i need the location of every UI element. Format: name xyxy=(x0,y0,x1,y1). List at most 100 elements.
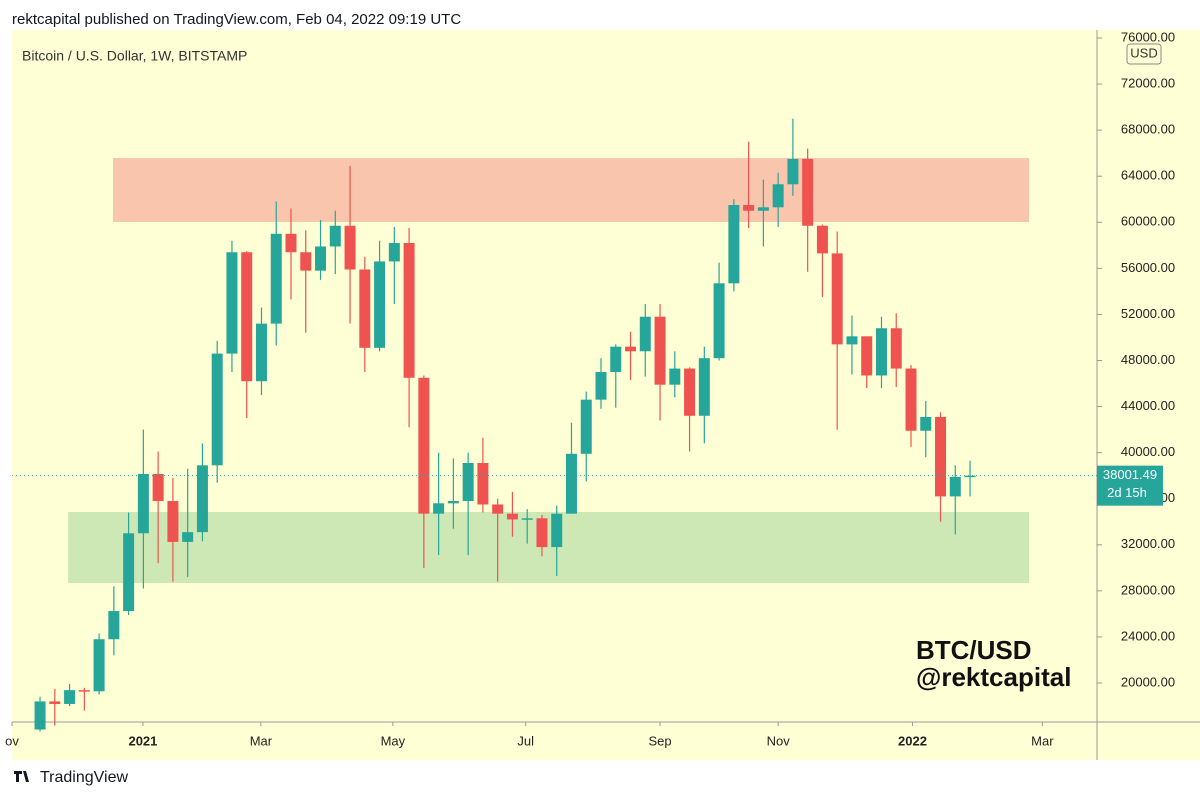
y-tick-label: 48000.00 xyxy=(1121,352,1175,367)
candle-body xyxy=(772,184,784,208)
candle-body xyxy=(49,701,61,704)
candle-body xyxy=(831,253,843,345)
candle-body xyxy=(285,233,297,253)
y-tick-label: 28000.00 xyxy=(1121,582,1175,597)
candle-body xyxy=(521,518,533,520)
header: rektcapital published on TradingView.com… xyxy=(12,11,461,28)
x-tick-label: May xyxy=(381,733,406,748)
candle-body xyxy=(639,316,651,352)
last-price-label: 38001.49 xyxy=(1103,467,1157,482)
candle-body xyxy=(580,399,592,454)
x-tick-label: Jul xyxy=(517,733,534,748)
candle-body xyxy=(610,346,622,373)
candle-body xyxy=(255,323,267,382)
candle-body xyxy=(684,368,696,416)
candle-body xyxy=(329,225,341,247)
candle-body xyxy=(241,252,253,382)
candle-body xyxy=(890,328,902,369)
candle-body xyxy=(300,252,312,271)
x-tick-label: Sep xyxy=(648,733,671,748)
candle-body xyxy=(152,473,164,502)
y-tick-label: 40000.00 xyxy=(1121,444,1175,459)
candle-body xyxy=(78,690,90,692)
x-tick-label: 2021 xyxy=(128,733,157,748)
countdown: 2d 15h xyxy=(1107,485,1147,500)
candle-body xyxy=(477,463,489,505)
y-tick-label: 60000.00 xyxy=(1121,214,1175,229)
candle-body xyxy=(182,532,194,542)
y-tick-label: 32000.00 xyxy=(1121,536,1175,551)
candle-body xyxy=(123,533,135,612)
candle-body xyxy=(920,416,932,431)
y-tick-label: 72000.00 xyxy=(1121,76,1175,91)
candle-body xyxy=(787,158,799,185)
logo xyxy=(14,771,29,782)
candle-body xyxy=(344,225,356,270)
y-tick-label: 76000.00 xyxy=(1121,29,1175,44)
candle-body xyxy=(506,513,518,520)
candle-body xyxy=(315,246,327,271)
candle-body xyxy=(196,465,208,533)
candle-body xyxy=(654,316,666,385)
candle-body xyxy=(757,207,769,211)
y-tick-label: 68000.00 xyxy=(1121,122,1175,137)
candle-body xyxy=(905,368,917,431)
candle-body xyxy=(359,269,371,348)
zone xyxy=(68,512,1030,584)
candle-body xyxy=(625,346,637,352)
candle-body xyxy=(418,377,430,514)
candle-body xyxy=(551,513,563,548)
currency: USD xyxy=(1130,45,1157,60)
candle-body xyxy=(949,476,961,497)
candle-body xyxy=(108,611,120,640)
y-tick-label: 56000.00 xyxy=(1121,260,1175,275)
candle-body xyxy=(964,475,976,478)
x-tick-label: Mar xyxy=(250,733,273,748)
candle-body xyxy=(492,504,504,514)
candle-body xyxy=(743,205,755,211)
candle-body xyxy=(64,690,76,704)
x-tick-label: 2022 xyxy=(898,733,927,748)
x-tick-label: Nov xyxy=(767,733,791,748)
candle-body xyxy=(462,463,474,502)
candle-body xyxy=(536,518,548,548)
candle-body xyxy=(728,205,740,284)
x-tick-label: Mar xyxy=(1031,733,1054,748)
annotation: BTC/USD xyxy=(916,635,1032,665)
candle-body xyxy=(875,328,887,376)
y-tick-label: 24000.00 xyxy=(1121,628,1175,643)
candle-body xyxy=(403,243,415,378)
candle-body xyxy=(816,225,828,254)
candle-body xyxy=(846,336,858,345)
last-price-box xyxy=(1097,465,1163,506)
candle-body xyxy=(713,283,725,359)
candle-body xyxy=(861,336,873,376)
y-tick-label: 64000.00 xyxy=(1121,168,1175,183)
footer: TradingView xyxy=(40,769,128,786)
annotation: @rektcapital xyxy=(916,662,1071,692)
candle-body xyxy=(137,473,149,534)
y-tick-label: 44000.00 xyxy=(1121,398,1175,413)
candle-body xyxy=(211,353,223,466)
candle-body xyxy=(226,252,238,354)
candle-body xyxy=(388,243,400,262)
candle-body xyxy=(565,453,577,514)
x-tick-label: ov xyxy=(5,733,19,748)
candle-body xyxy=(698,358,710,416)
candle-body xyxy=(93,639,105,692)
candle-body xyxy=(935,416,947,497)
candle-body xyxy=(669,368,681,385)
candle-body xyxy=(374,261,386,348)
candle-body xyxy=(167,501,179,542)
chart-title: Bitcoin / U.S. Dollar, 1W, BITSTAMP xyxy=(22,48,247,64)
plot xyxy=(34,118,1030,732)
candle-body xyxy=(595,372,607,400)
currency-box xyxy=(1126,43,1162,65)
candle-body xyxy=(447,501,459,504)
candle-body xyxy=(34,701,46,730)
candle-body xyxy=(270,233,282,324)
candle-body xyxy=(433,503,445,514)
candle-body xyxy=(802,158,814,226)
y-tick-label: 52000.00 xyxy=(1121,306,1175,321)
